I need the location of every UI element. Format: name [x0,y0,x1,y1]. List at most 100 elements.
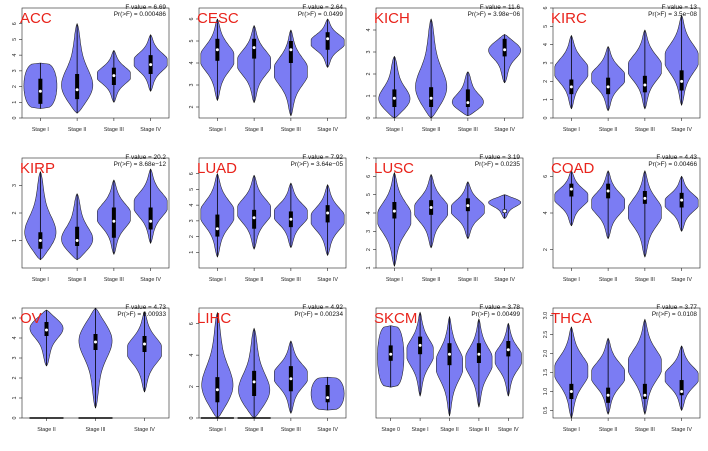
x-tick-label: Stage IV [671,427,692,433]
cancer-label: OV [20,310,42,327]
p-value-label: Pr(>F) = 3.5e−08 [648,11,697,18]
x-tick-label: Stage II [599,127,618,133]
x-tick-label: Stage I [563,427,580,433]
y-tick-label: 6 [189,172,195,175]
x-tick-label: Stage III [458,277,478,283]
x-tick-label: Stage II [599,277,618,283]
x-tick-label: Stage II [440,427,459,433]
median-dot [252,216,256,220]
cancer-label: KIRP [20,160,55,177]
median-dot [643,196,647,200]
f-value-label: F value = 13 [662,4,698,11]
median-dot [75,88,79,92]
median-dot [680,79,684,83]
median-dot [149,63,153,67]
x-tick-label: Stage IV [140,127,161,133]
x-tick-label: Stage IV [317,427,338,433]
median-dot [643,83,647,87]
x-tick-label: Stage IV [140,277,161,283]
y-tick-label: 6 [366,175,372,178]
y-tick-label: 2 [12,377,18,380]
y-tick-label: 5 [189,188,195,191]
median-dot [326,211,330,215]
x-tick-label: Stage IV [317,127,338,133]
panel-skcm: Stage 0 Stage I Stage II Stage III Stage IV S… [374,304,524,433]
cancer-label: KICH [374,10,410,27]
median-dot [466,101,470,105]
median-dot [215,48,219,52]
median-dot [569,187,573,191]
median-dot [389,352,393,356]
panel-lihc: 0 2 4 6 Stage I Stage II Stage III Stage IV LIHC… [189,304,347,433]
y-tick-label: 3.0 [543,312,549,320]
x-tick-label: Stage I [386,277,403,283]
y-tick-label: 4 [189,354,195,357]
median-dot [252,380,256,384]
iqr-box [252,370,257,396]
y-tick-label: 4 [189,204,195,207]
y-tick-label: 3 [189,84,195,87]
x-tick-label: Stage III [85,427,105,433]
panel-lusc: 1 2 3 4 5 6 7 Stage I Stage II Stage III Stage IV L… [366,154,524,283]
x-tick-label: Stage III [635,277,655,283]
iqr-box [325,385,330,403]
plot-frame-lihc [198,307,347,419]
y-tick-label: 1 [189,251,195,254]
y-tick-label: 4 [366,212,372,215]
cancer-label: ACC [20,10,52,27]
median-dot [252,46,256,50]
x-tick-label: Stage III [458,127,478,133]
median-dot [289,48,293,52]
x-tick-label: Stage I [209,427,226,433]
median-dot [429,206,433,209]
y-tick-label: 7 [366,157,372,160]
y-tick-label: 6 [189,18,195,21]
p-value-label: Pr(>F) = 0.0499 [298,11,344,18]
panel-coad: 2 4 6 Stage I Stage II Stage III Stage IV COAD F… [543,154,701,283]
x-tick-label: Stage IV [494,127,515,133]
median-dot [326,396,330,400]
y-tick-label: 2 [189,385,195,388]
median-dot [418,343,422,347]
y-tick-label: 2 [189,106,195,109]
median-dot [503,209,507,213]
y-tick-label: 0 [12,417,18,420]
x-tick-label: Stage IV [494,277,515,283]
cancer-label: LUSC [374,160,414,177]
median-dot [143,342,146,346]
median-dot [215,227,219,231]
panel-kirp: 1 2 3 Stage I Stage II Stage III Stage IV KIRP F… [12,154,170,283]
x-tick-label: Stage III [281,427,301,433]
f-value-label: F value = 4.73 [125,304,166,311]
median-dot [215,388,219,392]
y-tick-label: 2 [12,85,18,88]
y-tick-label: 3 [12,184,18,187]
x-tick-label: Stage III [635,427,655,433]
median-dot [569,389,573,393]
median-dot [506,348,510,352]
panel-cesc: 2 3 4 5 6 Stage I Stage II Stage III Stage IV CES… [189,4,347,133]
median-dot [75,239,79,242]
y-tick-label: 1.5 [543,369,549,377]
plot-frame-acc [21,7,170,119]
median-dot [38,239,42,242]
median-dot [392,209,396,213]
iqr-box [325,32,330,50]
y-tick-label: 4 [12,337,18,340]
y-tick-label: 0 [543,117,549,120]
iqr-box [148,207,153,230]
x-tick-label: Stage II [245,277,264,283]
p-value-label: Pr(>F) = 3.98e−06 [468,11,521,18]
x-tick-label: Stage 0 [381,427,400,433]
iqr-box [502,38,507,57]
y-tick-label: 3 [543,62,549,65]
cancer-label: KIRC [551,10,587,27]
x-tick-label: Stage II [245,427,264,433]
x-tick-label: Stage III [104,127,124,133]
y-tick-label: 5 [12,38,18,41]
y-tick-label: 4 [189,62,195,65]
y-tick-label: 5 [366,193,372,196]
panel-kich: 0 1 2 3 4 Stage I Stage II Stage III Stage IV KIC… [366,4,524,133]
median-dot [94,340,97,344]
p-value-label: Pr(>F) = 0.00466 [648,161,697,168]
